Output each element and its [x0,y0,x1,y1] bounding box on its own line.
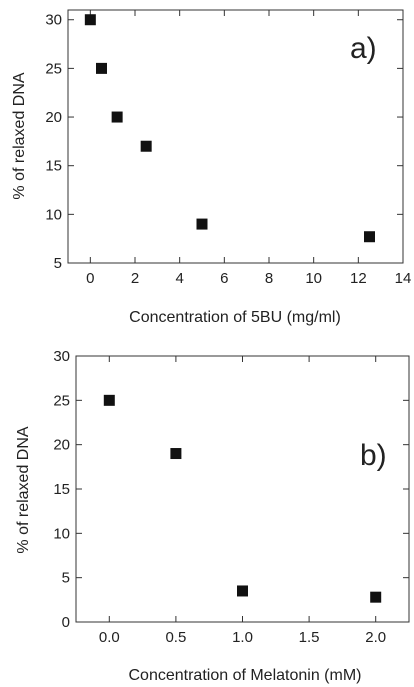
y-tick-label: 25 [45,60,62,77]
y-tick-label: 5 [54,255,62,272]
x-tick-label: 8 [265,270,273,287]
data-point [370,591,382,603]
x-tick-label: 1.0 [232,629,253,646]
points-b [103,394,382,603]
x-axis-title-b: Concentration of Melatonin (mM) [129,667,362,684]
panel-label-a: a) [350,32,377,65]
y-tick-label: 15 [45,158,62,175]
data-point [196,218,208,230]
x-tick-label: 2 [131,270,139,287]
x-ticks-b: 0.0 0.5 1.0 1.5 2.0 [99,356,386,646]
y-axis-title-a: % of relaxed DNA [11,72,28,199]
x-tick-label: 14 [395,270,412,287]
data-point [96,62,107,74]
data-point [84,14,96,26]
y-tick-label: 20 [45,109,62,126]
data-point [170,448,182,460]
data-point [237,585,248,597]
panel-label-b: b) [360,439,387,472]
y-tick-label: 0 [62,614,70,631]
y-ticks-a: 5 10 15 20 25 30 [45,12,403,272]
x-tick-label: 6 [220,270,228,287]
y-tick-label: 30 [45,12,62,29]
x-tick-label: 4 [175,270,183,287]
y-axis-title-b: % of relaxed DNA [15,426,32,553]
data-point [140,140,152,152]
y-tick-label: 15 [53,481,70,498]
plot-frame-b [75,355,410,623]
x-tick-label: 12 [350,270,367,287]
y-tick-label: 5 [62,570,70,587]
x-tick-label: 0.0 [99,629,120,646]
x-axis-title-a: Concentration of 5BU (mg/ml) [129,309,341,326]
panel-b: 0.0 0.5 1.0 1.5 2.0 0 5 10 15 20 25 30 b) Concentr… [15,348,410,684]
x-ticks-a: 0 2 4 6 8 10 12 14 [86,10,411,287]
data-point [111,111,123,123]
y-tick-label: 10 [53,525,70,542]
y-tick-label: 30 [53,348,70,365]
x-tick-label: 0.5 [165,629,186,646]
y-tick-label: 25 [53,392,70,409]
x-tick-label: 1.5 [299,629,320,646]
y-tick-label: 10 [45,206,62,223]
x-tick-label: 2.0 [365,629,386,646]
data-point [103,394,115,406]
y-ticks-b: 0 5 10 15 20 25 30 [53,348,409,631]
points-a [84,14,375,243]
x-tick-label: 10 [305,270,322,287]
x-tick-label: 0 [86,270,94,287]
panel-a: 0 2 4 6 8 10 12 14 5 10 15 20 25 30 a) Concentration… [11,9,411,326]
data-point [364,231,375,243]
plot-frame-a [67,9,404,264]
y-tick-label: 20 [53,437,70,454]
